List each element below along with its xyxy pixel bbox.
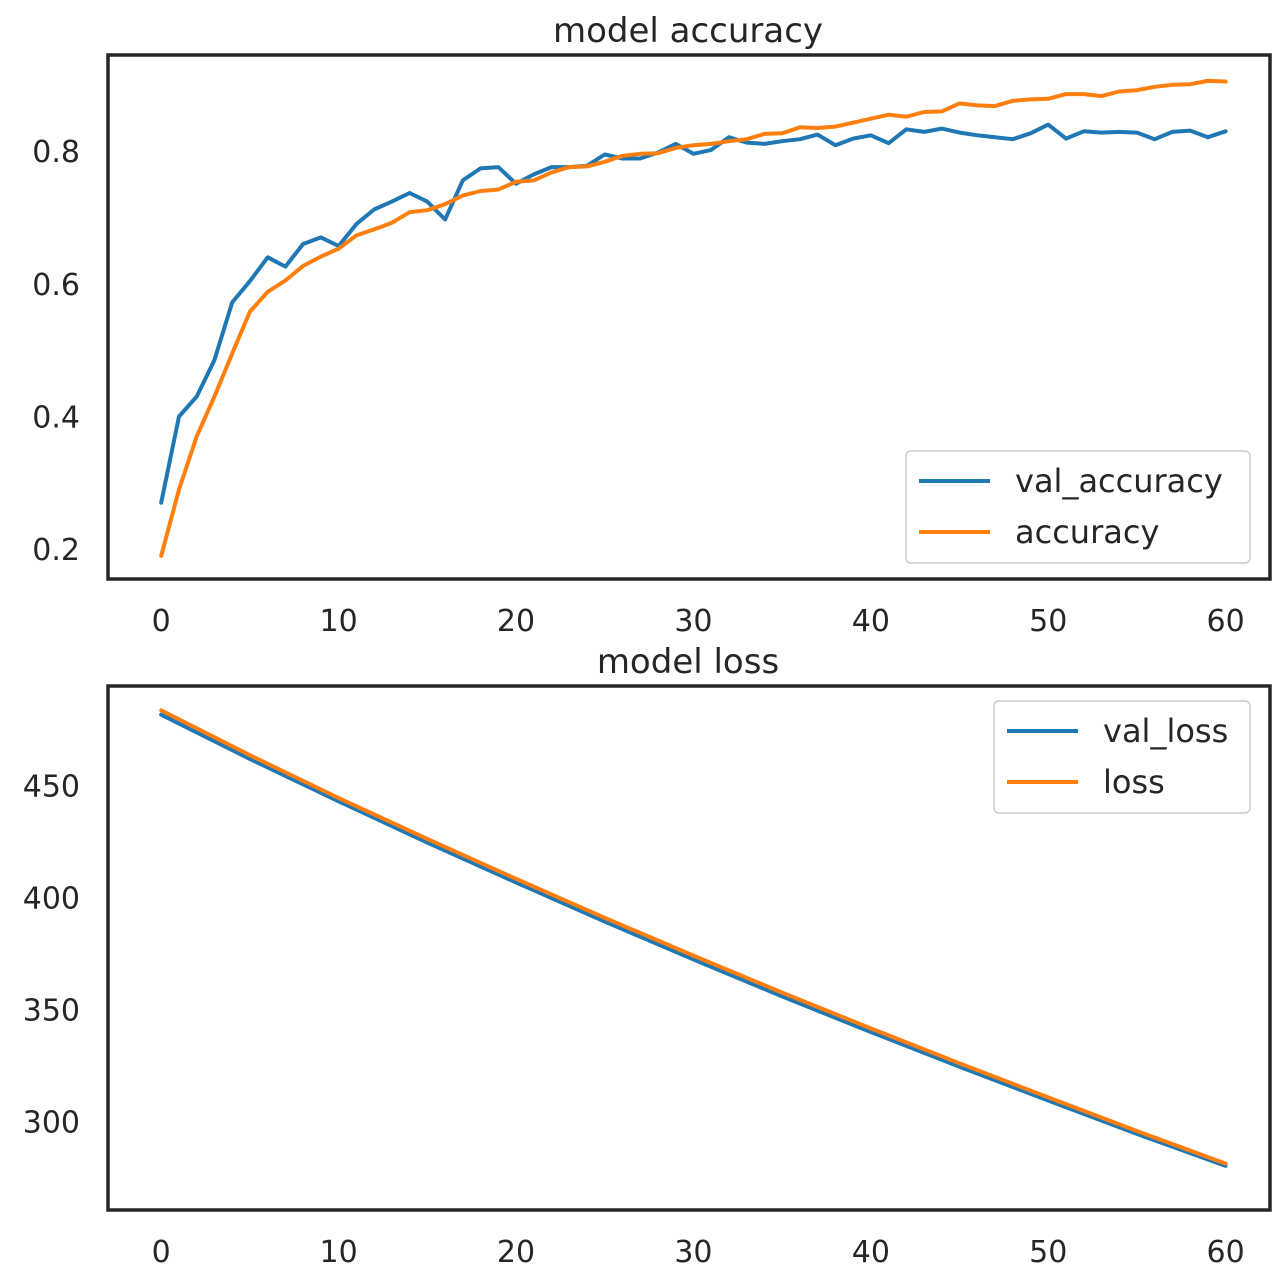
loss-legend-label-loss: loss	[1103, 763, 1165, 801]
loss-y-tick-label: 350	[23, 994, 80, 1029]
loss-series-val-loss-line	[159, 712, 1228, 1168]
accuracy-x-tick-label: 50	[1029, 604, 1067, 639]
loss-x-tick-label: 10	[320, 1235, 358, 1270]
accuracy-legend: val_accuracy accuracy	[905, 450, 1251, 564]
loss-y-tick-label: 450	[23, 770, 80, 805]
accuracy-x-tick-label: 0	[152, 604, 171, 639]
accuracy-legend-label-val-accuracy: val_accuracy	[1015, 462, 1223, 500]
loss-x-tick-label: 30	[674, 1235, 712, 1270]
accuracy-y-tick-label: 0.4	[32, 400, 80, 435]
loss-series-loss-line	[159, 708, 1228, 1166]
loss-x-tick-label: 20	[497, 1235, 535, 1270]
accuracy-chart-title: model accuracy	[553, 11, 823, 51]
loss-chart-title: model loss	[597, 642, 779, 682]
accuracy-series-accuracy-line	[159, 78, 1228, 558]
accuracy-legend-label-accuracy: accuracy	[1015, 513, 1159, 551]
loss-y-tick-label: 300	[23, 1106, 80, 1141]
loss-x-tick-label: 40	[852, 1235, 890, 1270]
loss-y-tick-label: 400	[23, 882, 80, 917]
accuracy-y-tick-label: 0.6	[32, 268, 80, 303]
accuracy-x-tick-label: 20	[497, 604, 535, 639]
accuracy-series-val-accuracy-line	[159, 122, 1228, 505]
accuracy-x-tick-label: 40	[852, 604, 890, 639]
accuracy-x-tick-label: 10	[320, 604, 358, 639]
accuracy-x-tick-label: 60	[1207, 604, 1245, 639]
loss-axes-frame	[106, 684, 1272, 1212]
accuracy-y-tick-label: 0.8	[32, 135, 80, 170]
accuracy-panel: model accuracy 0 10 20 30 40 50 60 0.2 0.4 0.6 0.8…	[32, 11, 1272, 639]
accuracy-x-tick-label: 30	[674, 604, 712, 639]
loss-x-tick-label: 60	[1207, 1235, 1245, 1270]
accuracy-y-tick-label: 0.2	[32, 533, 80, 568]
accuracy-axes-frame	[106, 53, 1272, 581]
accuracy-legend-box	[905, 450, 1251, 564]
loss-x-tick-label: 0	[152, 1235, 171, 1270]
loss-legend-label-val-loss: val_loss	[1103, 712, 1228, 750]
loss-panel: model loss 0 10 20 30 40 50 60 300 350 400 450 val_…	[23, 642, 1272, 1270]
loss-x-tick-label: 50	[1029, 1235, 1067, 1270]
